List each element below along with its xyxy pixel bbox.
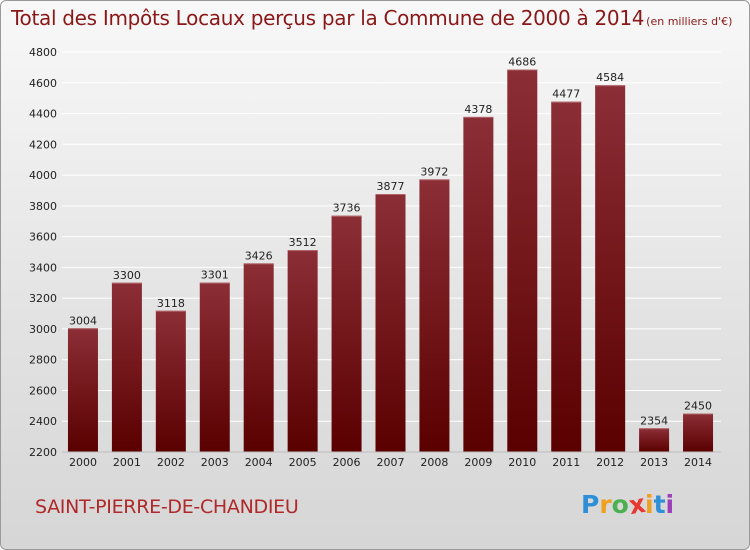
y-tick-label: 2800	[29, 354, 57, 367]
chart-title-main: Total des Impôts Locaux perçus par la Co…	[11, 6, 645, 30]
x-tick-label: 2013	[640, 456, 668, 469]
x-tick-label: 2003	[201, 456, 229, 469]
logo-letter: r	[599, 490, 612, 519]
y-tick-label: 4200	[29, 138, 57, 151]
logo-letter: o	[611, 490, 629, 519]
value-label: 3301	[201, 269, 229, 282]
y-tick-label: 3400	[29, 261, 57, 274]
x-tick-label: 2007	[377, 456, 405, 469]
y-tick-label: 2600	[29, 384, 57, 397]
y-tick-label: 2200	[29, 446, 57, 459]
value-label: 4378	[464, 103, 492, 116]
value-label: 3426	[245, 249, 273, 262]
y-tick-label: 4600	[29, 77, 57, 90]
bar-2013	[639, 428, 670, 452]
x-tick-label: 2000	[69, 456, 97, 469]
y-tick-label: 3000	[29, 323, 57, 336]
y-axis-ticks: 2200 2400 2600 2800 3000 3200 3400 3600 3800 4000…	[29, 46, 57, 459]
value-label: 4477	[552, 88, 580, 101]
value-label: 3877	[377, 180, 405, 193]
value-label: 3512	[289, 236, 317, 249]
x-tick-label: 2005	[289, 456, 317, 469]
value-label: 2354	[640, 414, 668, 427]
y-tick-label: 4400	[29, 108, 57, 121]
value-label: 3300	[113, 269, 141, 282]
x-tick-label: 2004	[245, 456, 273, 469]
x-tick-label: 2012	[596, 456, 624, 469]
bar-2008	[419, 179, 450, 452]
logo-letter: t	[653, 490, 666, 519]
x-tick-label: 2001	[113, 456, 141, 469]
x-tick-label: 2008	[420, 456, 448, 469]
bar-2011	[551, 101, 582, 452]
y-tick-label: 4000	[29, 169, 57, 182]
bar-2009	[463, 116, 494, 452]
x-tick-label: 2009	[464, 456, 492, 469]
y-tick-label: 2400	[29, 415, 57, 428]
value-label: 3736	[333, 202, 361, 215]
bar-2012	[595, 85, 626, 452]
y-tick-label: 3600	[29, 231, 57, 244]
value-label: 4584	[596, 71, 624, 84]
logo-letter: P	[581, 490, 600, 519]
bars	[67, 69, 714, 453]
bar-2006	[331, 215, 362, 452]
bar-2002	[155, 310, 186, 452]
logo-letter: i	[665, 490, 675, 519]
commune-name: SAINT-PIERRE-DE-CHANDIEU	[35, 496, 299, 518]
value-label: 3118	[157, 297, 185, 310]
data-labels: 3004 3300 3118 3301 3426 3512 3736 3877 3972 4378…	[69, 56, 712, 428]
value-label: 3972	[420, 165, 448, 178]
x-tick-label: 2010	[508, 456, 536, 469]
y-tick-label: 3200	[29, 292, 57, 305]
bar-2010	[507, 69, 538, 453]
value-label: 4686	[508, 56, 536, 69]
x-tick-label: 2011	[552, 456, 580, 469]
x-axis-ticks: 2000 2001 2002 2003 2004 2005 2006 2007 2008 2009…	[62, 451, 721, 469]
bar-2004	[243, 263, 274, 452]
value-label: 2450	[684, 400, 712, 413]
bar-2007	[375, 194, 406, 452]
x-tick-label: 2014	[684, 456, 712, 469]
bar-2000	[67, 328, 98, 452]
x-tick-label: 2002	[157, 456, 185, 469]
x-tick-label: 2006	[333, 456, 361, 469]
chart-title: Total des Impôts Locaux perçus par la Co…	[11, 6, 732, 30]
logo-letter: i	[645, 490, 654, 519]
chart-title-unit: (en milliers d'€)	[646, 15, 733, 28]
bar-2003	[199, 282, 230, 452]
bar-2014	[683, 413, 714, 452]
proxiti-logo: Proxiti	[581, 489, 675, 520]
y-tick-label: 3800	[29, 200, 57, 213]
bar-2005	[287, 250, 318, 452]
bar-2001	[111, 282, 142, 452]
value-label: 3004	[69, 314, 97, 327]
y-tick-label: 4800	[29, 46, 57, 59]
